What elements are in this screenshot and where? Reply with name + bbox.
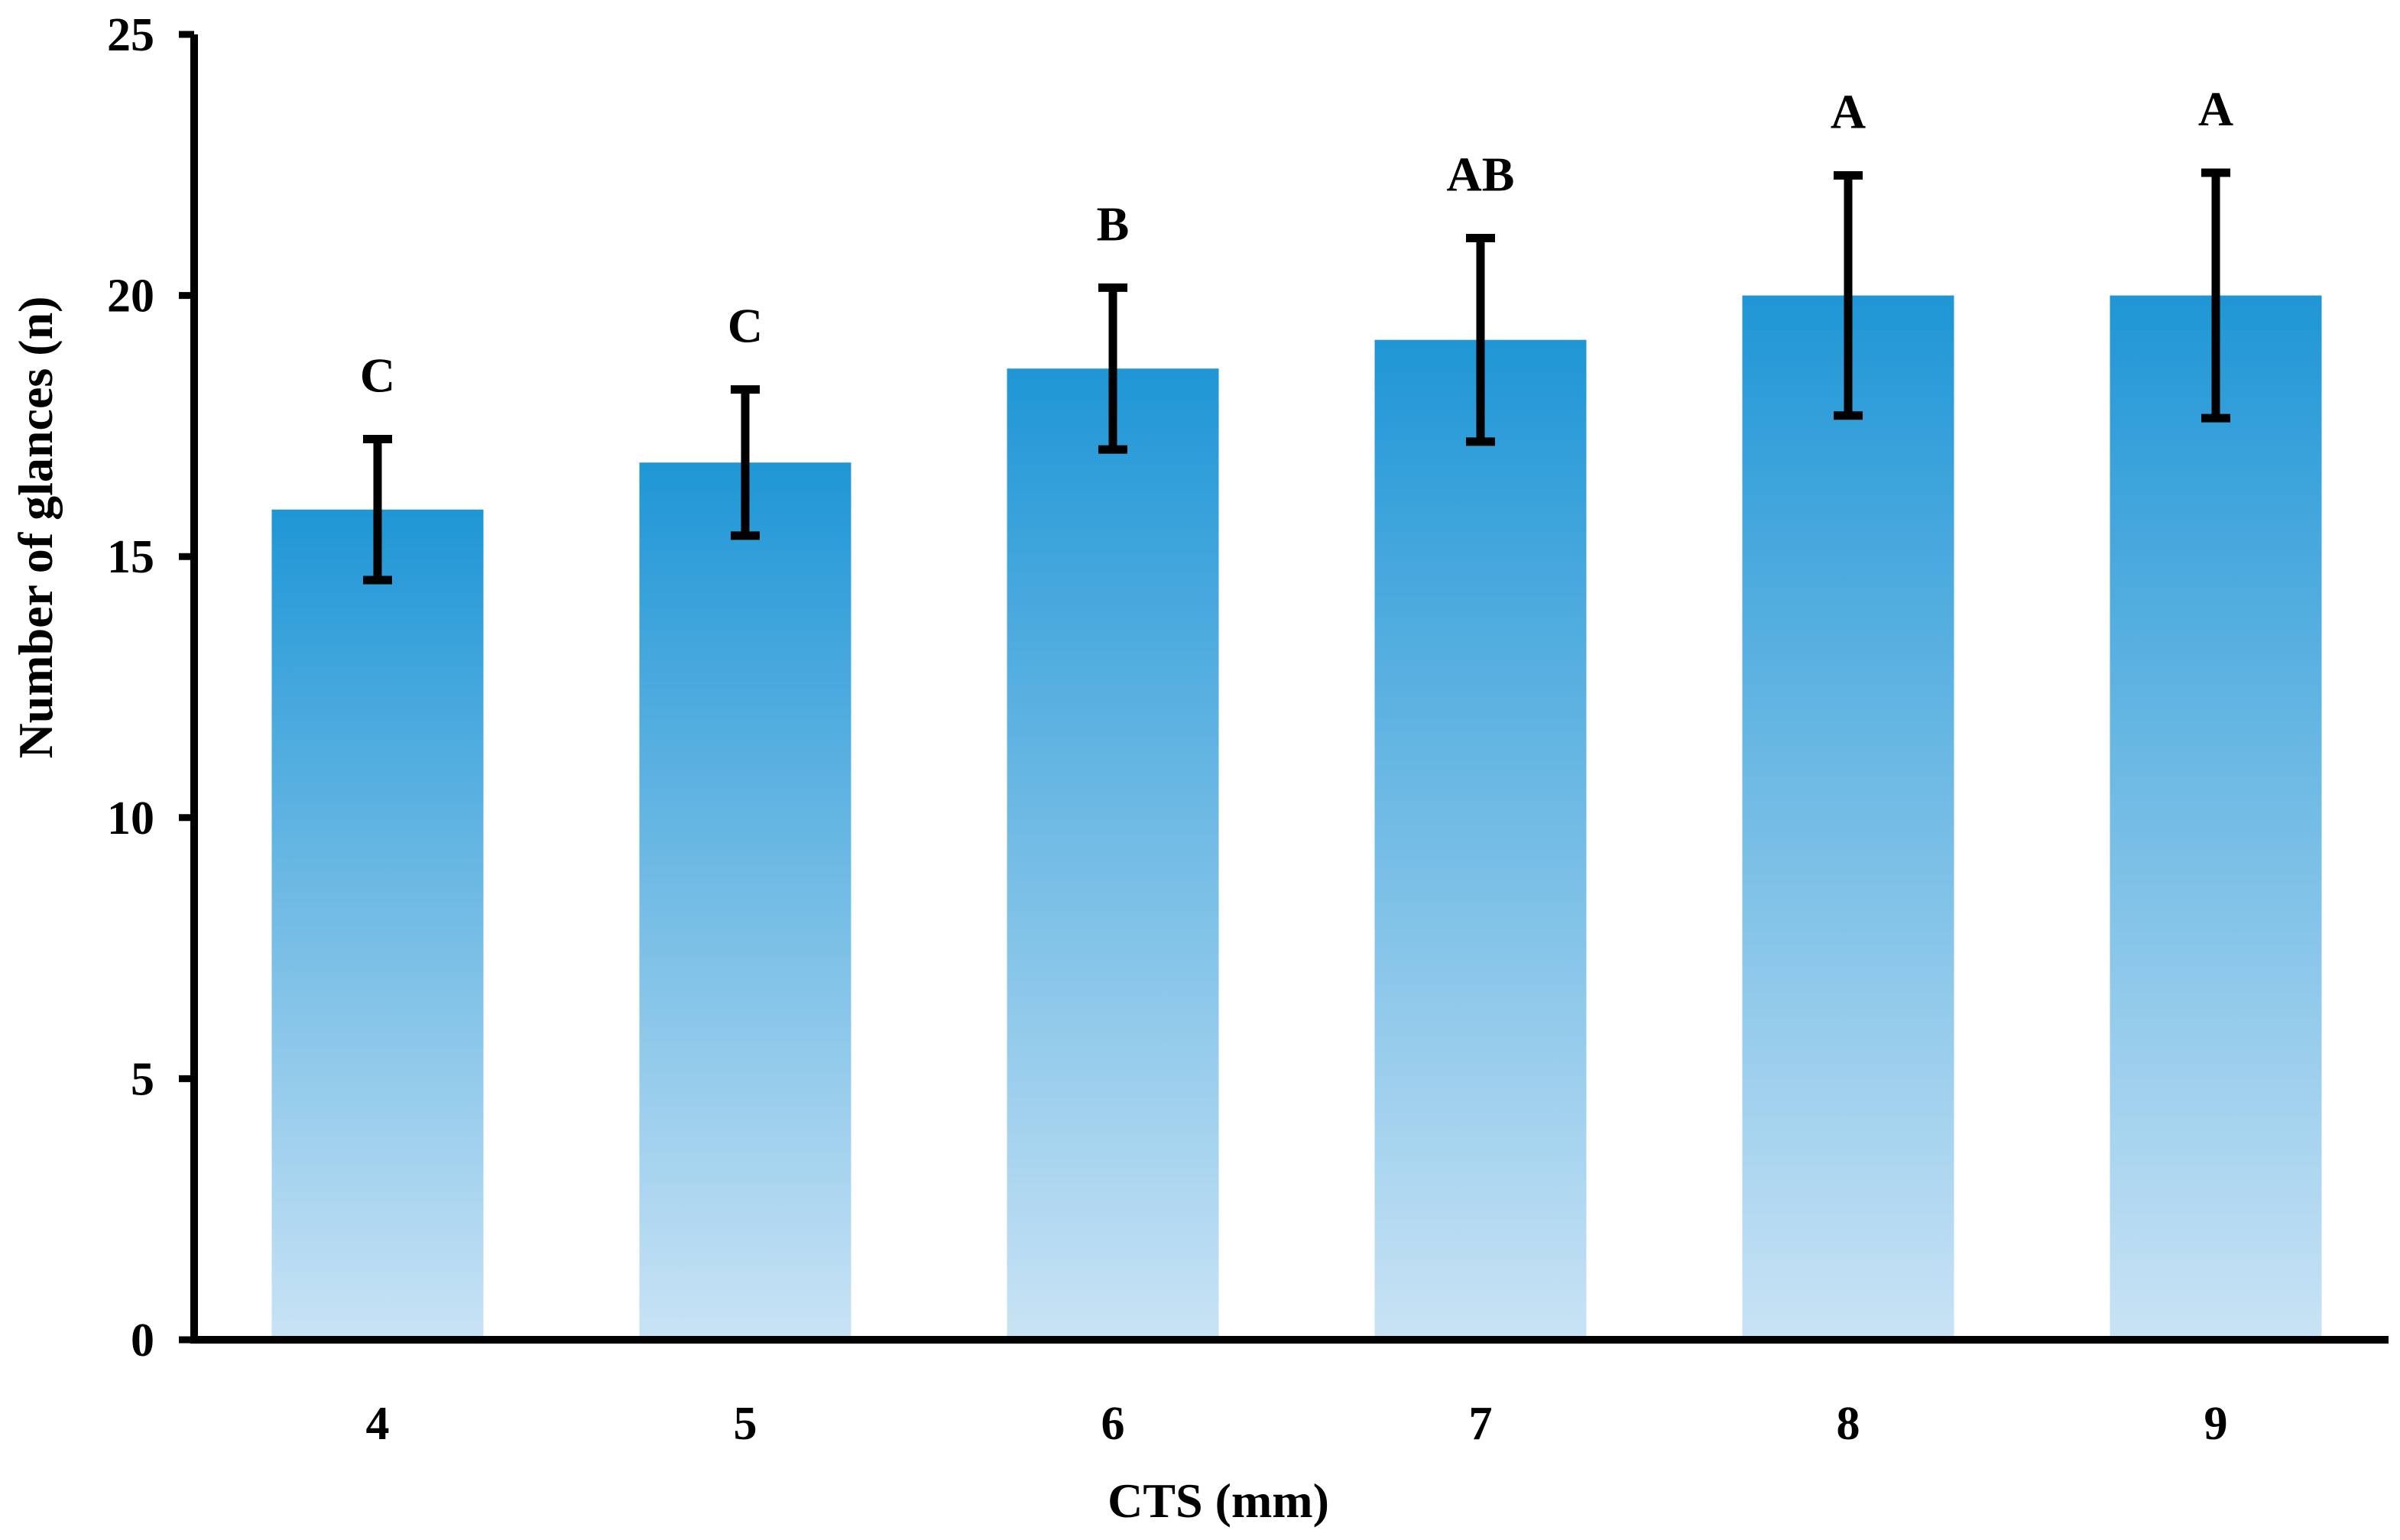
x-tick-label: 9: [2204, 1398, 2228, 1450]
y-tick-label: 20: [107, 271, 154, 323]
x-axis-title: CTS (mm): [1108, 1474, 1329, 1528]
bar: [639, 462, 851, 1340]
error-bar: [2201, 168, 2230, 423]
y-tick-label: 10: [107, 793, 154, 845]
x-tick-label: 8: [1837, 1398, 1860, 1450]
significance-label: C: [728, 299, 763, 353]
x-tick-label: 6: [1101, 1398, 1125, 1450]
error-bar: [1834, 170, 1863, 420]
y-tick-label: 15: [107, 531, 154, 583]
y-ticks-layer: 0 5 10 15 20 25: [107, 9, 194, 1367]
bar: [1374, 339, 1587, 1340]
x-tick-label: 4: [366, 1398, 390, 1450]
error-bar: [363, 434, 392, 585]
x-ticks-layer: 4 5 6 7 8 9: [366, 1398, 2228, 1450]
error-bar: [1098, 283, 1127, 454]
significance-label: A: [2198, 82, 2233, 136]
bar: [1742, 295, 1954, 1341]
x-tick-label: 5: [734, 1398, 757, 1450]
y-tick-label: 0: [131, 1315, 154, 1367]
error-bar: [731, 385, 760, 540]
error-bar: [1466, 233, 1495, 446]
significance-labels-layer: C C B AB A A: [360, 82, 2233, 402]
y-tick-label: 25: [107, 9, 154, 61]
bar: [271, 509, 484, 1341]
significance-label: C: [360, 348, 395, 402]
error-bars-layer: [363, 168, 2230, 585]
bar: [1007, 368, 1219, 1340]
bar: [2110, 295, 2322, 1341]
bars-layer: [271, 295, 2322, 1341]
significance-label: A: [1831, 84, 1866, 138]
x-tick-label: 7: [1469, 1398, 1493, 1450]
y-axis-title: Number of glances (n): [8, 297, 63, 759]
axes-layer: [190, 34, 2389, 1344]
significance-label: B: [1097, 196, 1130, 251]
y-tick-label: 5: [131, 1053, 154, 1105]
significance-label: AB: [1447, 147, 1515, 201]
